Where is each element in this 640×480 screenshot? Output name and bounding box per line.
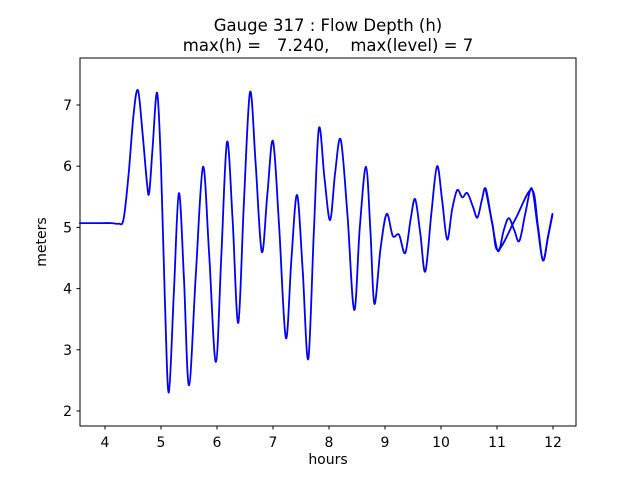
axes-frame bbox=[79, 57, 577, 427]
x-ticks bbox=[104, 426, 554, 430]
x-tick-label: 6 bbox=[213, 435, 222, 451]
y-tick-label: 6 bbox=[63, 159, 72, 175]
x-axis-label: hours bbox=[308, 452, 347, 468]
chart-subtitle: max(h) = 7.240, max(level) = 7 bbox=[183, 36, 473, 55]
x-tick-label: 9 bbox=[381, 435, 390, 451]
y-axis-label: meters bbox=[34, 217, 50, 266]
x-tick-label: 10 bbox=[432, 435, 450, 451]
h-line bbox=[78, 88, 554, 394]
y-tick-label: 4 bbox=[63, 282, 72, 298]
level-line bbox=[484, 188, 554, 262]
x-tick-label: 12 bbox=[544, 435, 562, 451]
x-tick-label: 7 bbox=[269, 435, 278, 451]
y-ticks bbox=[76, 104, 80, 412]
y-tick-label: 5 bbox=[63, 220, 72, 236]
y-tick-label: 7 bbox=[63, 98, 72, 114]
y-tick-labels: 2 3 4 5 6 7 bbox=[63, 98, 72, 420]
y-tick-label: 2 bbox=[63, 404, 72, 420]
x-tick-label: 5 bbox=[157, 435, 166, 451]
x-tick-label: 11 bbox=[488, 435, 506, 451]
x-tick-label: 8 bbox=[325, 435, 334, 451]
x-tick-label: 4 bbox=[101, 435, 110, 451]
chart-title: Gauge 317 : Flow Depth (h) bbox=[214, 16, 443, 35]
x-tick-labels: 4 5 6 7 8 9 10 11 12 bbox=[101, 435, 562, 451]
y-tick-label: 3 bbox=[63, 343, 72, 359]
